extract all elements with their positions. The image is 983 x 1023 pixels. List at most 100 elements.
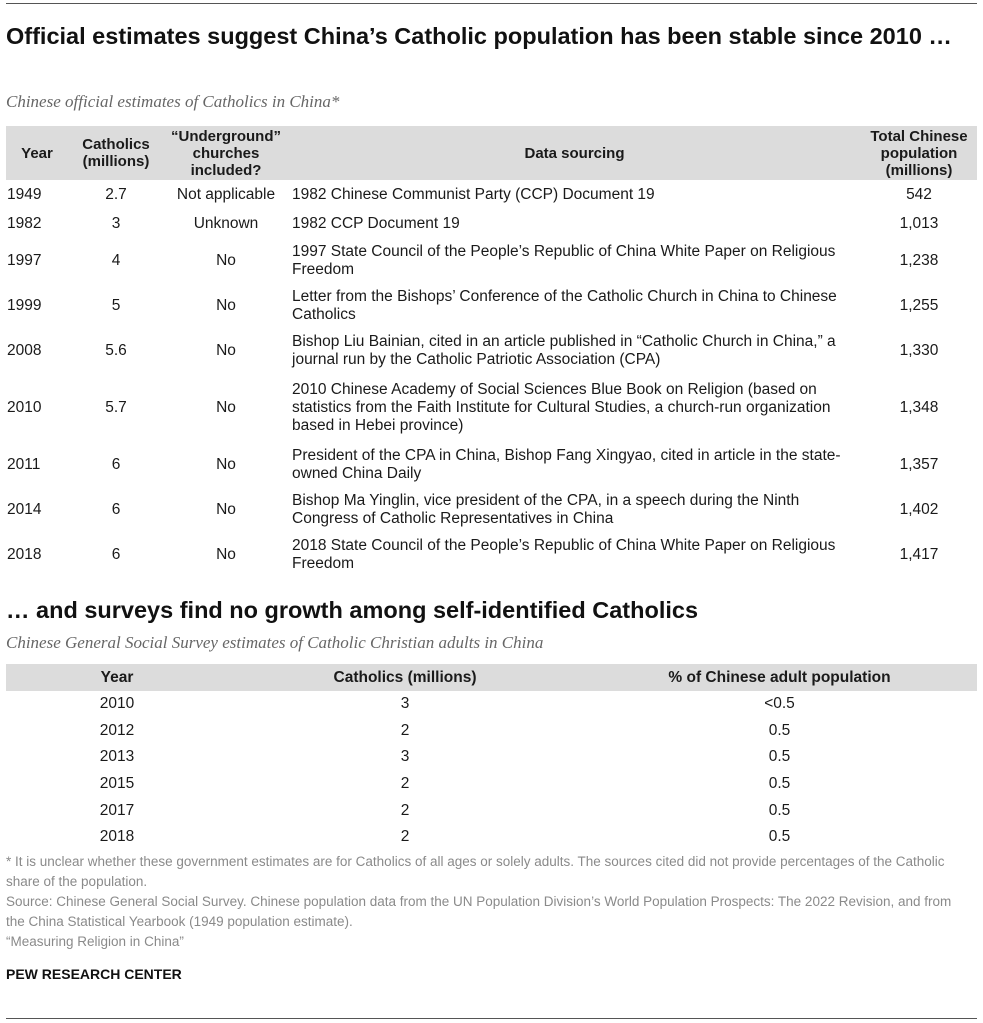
cell-population: 542 xyxy=(906,185,932,203)
cell-source: 2010 Chinese Academy of Social Sciences … xyxy=(292,380,831,434)
table-row: 2018 2 0.5 xyxy=(6,824,977,851)
report-title: “Measuring Religion in China” xyxy=(6,934,184,949)
cell-catholics: 3 xyxy=(111,214,121,232)
cell-underground: Unknown xyxy=(193,214,259,232)
table-row: 2010 3 <0.5 xyxy=(6,691,977,718)
header-year: Year xyxy=(6,126,68,180)
cell-source: 2018 State Council of the People’s Repub… xyxy=(292,536,836,572)
table-row: 2018 6 No 2018 State Council of the Peop… xyxy=(6,532,977,577)
cell-underground: No xyxy=(216,296,236,314)
table-row: 1949 2.7 Not applicable 1982 Chinese Com… xyxy=(6,180,977,209)
header-total-population: Total Chinese population (millions) xyxy=(861,126,977,180)
cell-year: 2010 xyxy=(7,398,42,416)
cell-year: 2017 xyxy=(99,801,135,819)
cell-catholics: 6 xyxy=(111,545,121,563)
table-row: 1999 5 No Letter from the Bishops’ Confe… xyxy=(6,283,977,328)
cell-year: 1999 xyxy=(7,296,42,314)
table-row: 2010 5.7 No 2010 Chinese Academy of Soci… xyxy=(6,373,977,442)
main-subtitle: Chinese official estimates of Catholics … xyxy=(6,92,340,111)
pew-research-center-logo: PEW RESEARCH CENTER xyxy=(6,966,182,982)
cell-year: 2011 xyxy=(7,455,41,473)
cell-underground: No xyxy=(216,500,236,518)
cell-underground: No xyxy=(216,341,236,359)
cell-population: 1,357 xyxy=(899,455,939,473)
table-row: 2011 6 No President of the CPA in China,… xyxy=(6,442,977,487)
table-row: 2015 2 0.5 xyxy=(6,771,977,798)
cell-population: 1,013 xyxy=(899,214,939,232)
cell-catholics: 2 xyxy=(400,801,410,819)
cell-year: 2010 xyxy=(99,695,135,713)
cell-underground: No xyxy=(216,251,236,269)
table-header-row: Year Catholics (millions) “Underground” … xyxy=(6,126,977,180)
cell-catholics: 2 xyxy=(400,828,410,846)
cell-year: 2013 xyxy=(99,748,135,766)
cell-underground: Not applicable xyxy=(176,185,276,203)
cell-percent: 0.5 xyxy=(768,775,791,793)
cell-population: 1,238 xyxy=(899,251,939,269)
header-catholics: Catholics (millions) xyxy=(68,126,164,180)
cell-catholics: 5.6 xyxy=(105,341,127,359)
cell-underground: No xyxy=(216,545,236,563)
cell-catholics: 4 xyxy=(111,251,121,269)
second-title: … and surveys find no growth among self-… xyxy=(6,597,699,623)
notes-section: * It is unclear whether these government… xyxy=(6,852,966,952)
cell-source: 1982 Chinese Communist Party (CCP) Docum… xyxy=(292,185,655,203)
source-note: Source: Chinese General Social Survey. C… xyxy=(6,894,952,929)
table-row: 2012 2 0.5 xyxy=(6,718,977,745)
table-row: 1997 4 No 1997 State Council of the Peop… xyxy=(6,238,977,283)
table-row: 2014 6 No Bishop Ma Yinglin, vice presid… xyxy=(6,487,977,532)
cell-year: 1997 xyxy=(7,251,42,269)
official-estimates-table: Year Catholics (millions) “Underground” … xyxy=(6,126,977,577)
header-percent: % of Chinese adult population xyxy=(582,664,977,691)
table-row: 1982 3 Unknown 1982 CCP Document 19 1,01… xyxy=(6,209,977,238)
cell-year: 2014 xyxy=(7,500,42,518)
footnote: * It is unclear whether these government… xyxy=(6,854,945,889)
cell-percent: <0.5 xyxy=(764,695,795,713)
cell-population: 1,417 xyxy=(899,545,939,563)
cell-underground: No xyxy=(216,398,236,416)
cell-year: 1982 xyxy=(7,214,42,232)
cell-source: Bishop Ma Yinglin, vice president of the… xyxy=(292,491,800,527)
cell-year: 2015 xyxy=(99,775,135,793)
cell-year: 2018 xyxy=(99,828,135,846)
header-year: Year xyxy=(6,664,228,691)
cell-population: 1,348 xyxy=(899,398,939,416)
cell-catholics: 3 xyxy=(400,695,410,713)
cell-catholics: 6 xyxy=(111,455,121,473)
cell-underground: No xyxy=(216,455,236,473)
table-row: 2017 2 0.5 xyxy=(6,797,977,824)
cell-catholics: 5 xyxy=(111,296,121,314)
cell-population: 1,255 xyxy=(899,296,939,314)
survey-estimates-table: Year Catholics (millions) % of Chinese a… xyxy=(6,664,977,851)
cell-year: 2012 xyxy=(99,721,135,739)
cell-catholics: 3 xyxy=(400,748,410,766)
header-underground: “Underground” churches included? xyxy=(164,126,288,180)
cell-source: President of the CPA in China, Bishop Fa… xyxy=(292,446,841,482)
cell-source: 1997 State Council of the People’s Repub… xyxy=(292,242,836,278)
cell-year: 2018 xyxy=(7,545,42,563)
cell-percent: 0.5 xyxy=(768,721,791,739)
second-subtitle: Chinese General Social Survey estimates … xyxy=(6,633,544,652)
main-title: Official estimates suggest China’s Catho… xyxy=(6,23,952,49)
header-data-sourcing: Data sourcing xyxy=(288,126,861,180)
table-row: 2013 3 0.5 xyxy=(6,744,977,771)
cell-catholics: 2 xyxy=(400,721,410,739)
cell-catholics: 2.7 xyxy=(105,185,127,203)
cell-population: 1,330 xyxy=(899,341,939,359)
cell-catholics: 2 xyxy=(400,775,410,793)
bottom-rule xyxy=(6,1018,977,1019)
cell-catholics: 6 xyxy=(111,500,121,518)
cell-percent: 0.5 xyxy=(768,801,791,819)
table-header-row: Year Catholics (millions) % of Chinese a… xyxy=(6,664,977,691)
cell-source: Bishop Liu Bainian, cited in an article … xyxy=(292,332,836,368)
cell-catholics: 5.7 xyxy=(105,398,127,416)
cell-population: 1,402 xyxy=(899,500,939,518)
cell-year: 2008 xyxy=(7,341,42,359)
cell-source: Letter from the Bishops’ Conference of t… xyxy=(292,287,837,323)
cell-percent: 0.5 xyxy=(768,828,791,846)
table-row: 2008 5.6 No Bishop Liu Bainian, cited in… xyxy=(6,328,977,373)
cell-percent: 0.5 xyxy=(768,748,791,766)
cell-source: 1982 CCP Document 19 xyxy=(292,214,460,232)
header-catholics: Catholics (millions) xyxy=(228,664,582,691)
top-rule xyxy=(6,3,977,4)
